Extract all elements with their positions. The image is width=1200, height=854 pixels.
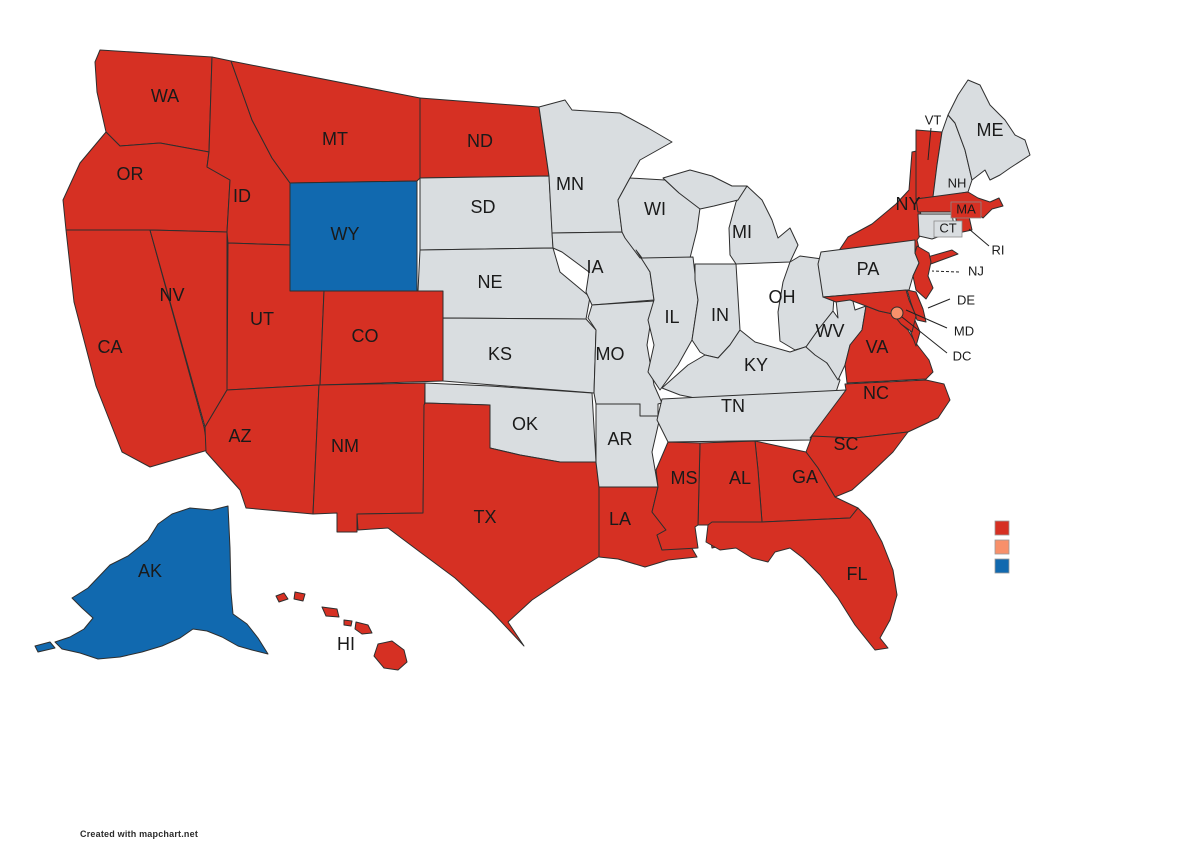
- state-label-CT: CT: [939, 220, 956, 235]
- state-label-SC: SC: [833, 434, 858, 454]
- state-label-CA: CA: [97, 337, 122, 357]
- state-label-NH: NH: [948, 175, 967, 190]
- state-MS[interactable]: [651, 441, 701, 551]
- state-label-DE: DE: [957, 292, 975, 307]
- state-label-LA: LA: [609, 509, 631, 529]
- state-label-AL: AL: [729, 468, 751, 488]
- state-label-NE: NE: [477, 272, 502, 292]
- state-AR[interactable]: [595, 403, 661, 488]
- state-label-TN: TN: [721, 396, 745, 416]
- state-label-MS: MS: [671, 468, 698, 488]
- state-label-NM: NM: [331, 436, 359, 456]
- state-label-WA: WA: [151, 86, 179, 106]
- state-AK[interactable]: [34, 641, 56, 653]
- state-NJ[interactable]: [912, 245, 934, 300]
- dc-leader-line: [901, 316, 948, 354]
- state-NM[interactable]: [312, 382, 426, 533]
- state-label-IN: IN: [711, 305, 729, 325]
- state-KS[interactable]: [442, 317, 597, 394]
- state-label-MN: MN: [556, 174, 584, 194]
- nj-leader-line: [931, 270, 960, 273]
- state-AZ[interactable]: [204, 384, 320, 515]
- state-label-KS: KS: [488, 344, 512, 364]
- state-label-AK: AK: [138, 561, 162, 581]
- state-DE[interactable]: [906, 289, 927, 323]
- state-TN[interactable]: [656, 389, 847, 443]
- state-label-TX: TX: [473, 507, 496, 527]
- state-TX[interactable]: [356, 402, 601, 647]
- state-label-VA: VA: [866, 337, 889, 357]
- md-leader-line: [905, 309, 948, 329]
- state-MI[interactable]: [728, 185, 799, 265]
- state-CO[interactable]: [319, 290, 444, 386]
- ct-label-box: [933, 220, 963, 238]
- state-label-NY: NY: [895, 194, 920, 214]
- state-label-CO: CO: [352, 326, 379, 346]
- state-label-VT: VT: [925, 112, 942, 127]
- state-label-AR: AR: [607, 429, 632, 449]
- state-label-PA: PA: [857, 259, 880, 279]
- state-label-ND: ND: [467, 131, 493, 151]
- state-label-OR: OR: [117, 164, 144, 184]
- state-label-IA: IA: [586, 257, 603, 277]
- state-label-DC: DC: [953, 348, 972, 363]
- state-label-GA: GA: [792, 467, 818, 487]
- state-label-MA: MA: [956, 201, 976, 216]
- state-HI[interactable]: [293, 591, 306, 602]
- state-DC-marker[interactable]: [890, 306, 904, 320]
- state-NE[interactable]: [417, 247, 591, 320]
- state-label-ID: ID: [233, 186, 251, 206]
- legend-swatch-dc-category: [994, 539, 1010, 555]
- state-label-SD: SD: [470, 197, 495, 217]
- state-label-OK: OK: [512, 414, 538, 434]
- state-label-HI: HI: [337, 634, 355, 654]
- state-label-WI: WI: [644, 199, 666, 219]
- state-label-NV: NV: [159, 285, 184, 305]
- state-WV[interactable]: [805, 293, 867, 381]
- state-HI[interactable]: [321, 606, 340, 618]
- state-HI[interactable]: [373, 640, 408, 671]
- state-NC[interactable]: [809, 379, 951, 439]
- state-label-MI: MI: [732, 222, 752, 242]
- ri-leader-line: [968, 228, 990, 247]
- state-HI[interactable]: [354, 621, 373, 635]
- state-label-MT: MT: [322, 129, 348, 149]
- state-label-NC: NC: [863, 383, 889, 403]
- state-label-RI: RI: [992, 242, 1005, 257]
- state-AK[interactable]: [54, 505, 269, 660]
- vt-leader-line: [927, 127, 932, 161]
- state-label-MD: MD: [954, 323, 974, 338]
- state-label-FL: FL: [846, 564, 867, 584]
- state-label-MO: MO: [596, 344, 625, 364]
- state-FL[interactable]: [705, 507, 898, 651]
- state-label-KY: KY: [744, 355, 768, 375]
- state-label-IL: IL: [664, 307, 679, 327]
- state-label-WV: WV: [816, 321, 845, 341]
- state-ME[interactable]: [947, 79, 1031, 181]
- ma-label-box: [950, 201, 982, 219]
- state-label-NJ: NJ: [968, 263, 984, 278]
- state-HI[interactable]: [275, 592, 289, 603]
- state-label-UT: UT: [250, 309, 274, 329]
- state-label-AZ: AZ: [228, 426, 251, 446]
- mapchart-credit: Created with mapchart.net: [80, 829, 199, 839]
- state-label-OH: OH: [769, 287, 796, 307]
- state-label-ME: ME: [977, 120, 1004, 140]
- state-label-WY: WY: [331, 224, 360, 244]
- de-leader-line: [927, 298, 951, 309]
- state-HI[interactable]: [343, 619, 353, 627]
- state-MI[interactable]: [662, 169, 748, 210]
- legend-swatch-red-category: [994, 520, 1010, 536]
- legend-swatch-blue-category: [994, 558, 1010, 574]
